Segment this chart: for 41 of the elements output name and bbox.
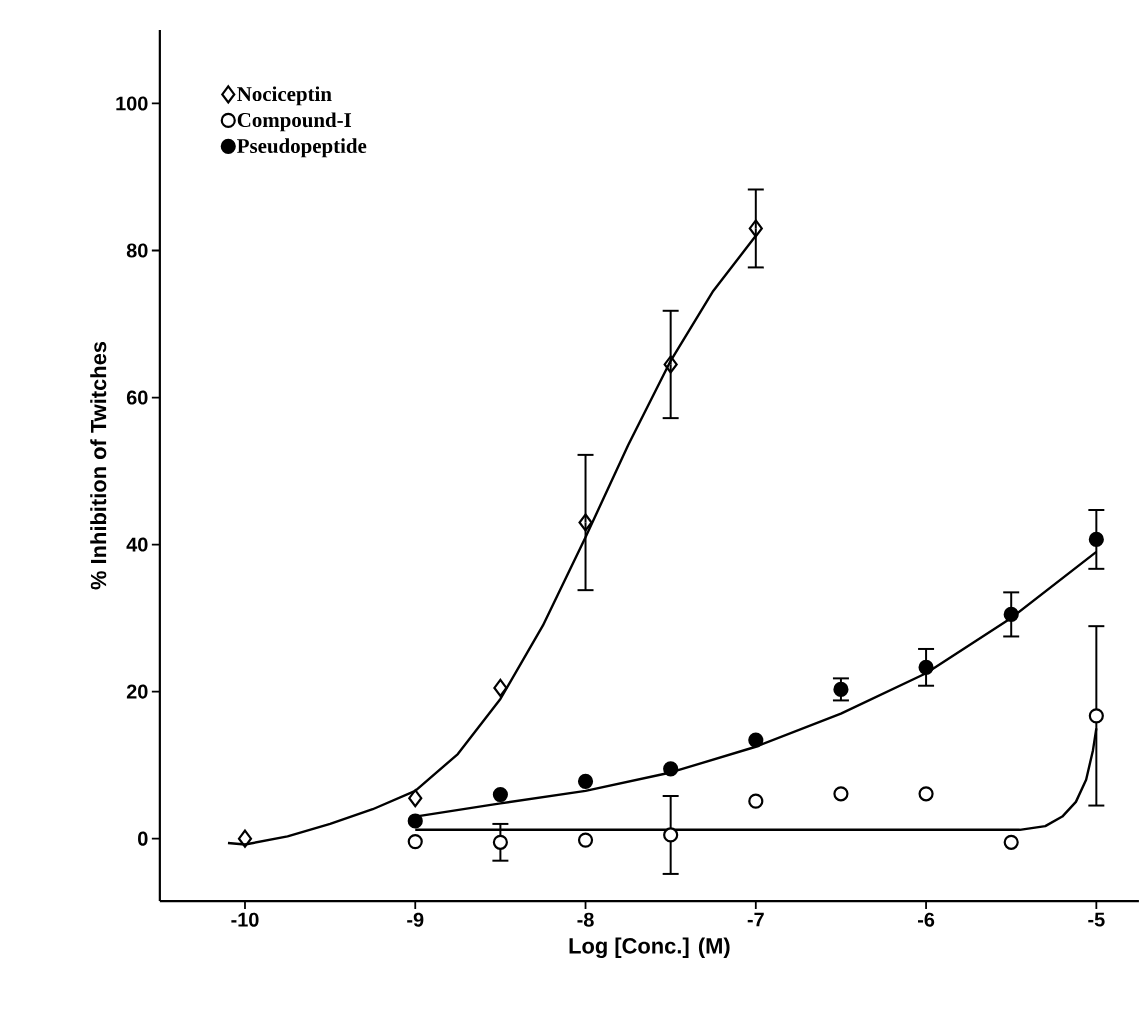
x-tick-label: -7	[747, 912, 764, 927]
point	[748, 219, 763, 238]
point	[748, 793, 764, 809]
y-tick-label: 100	[116, 96, 148, 111]
legend-label: Pseudopeptide	[237, 138, 367, 158]
legend-label: Nociceptin	[237, 86, 332, 106]
x-tick-label: -8	[577, 912, 594, 927]
point	[408, 789, 423, 808]
point	[918, 786, 934, 802]
x-axis-title: Log [Conc.] (M)	[569, 937, 730, 959]
point	[833, 681, 849, 697]
point	[407, 833, 423, 850]
point	[1003, 834, 1019, 850]
y-tick-label: 40	[126, 537, 148, 552]
point	[493, 678, 508, 698]
point	[748, 732, 764, 748]
point	[407, 813, 423, 829]
point	[663, 355, 678, 374]
point	[663, 761, 679, 777]
point	[492, 834, 508, 850]
x-tick-label: -10	[231, 912, 259, 927]
point	[577, 773, 594, 789]
point	[833, 786, 849, 802]
point	[1088, 708, 1104, 724]
y-axis-title: % Inhibition of Twitches	[90, 341, 107, 590]
y-tick-label: 20	[126, 684, 148, 699]
point	[918, 659, 934, 675]
point	[577, 832, 594, 848]
point	[1088, 531, 1104, 548]
x-tick-label: -9	[407, 912, 424, 927]
point	[663, 827, 679, 843]
point	[492, 786, 508, 803]
point	[578, 513, 593, 532]
y-tick-label: 80	[126, 243, 148, 258]
y-tick-label: 60	[126, 390, 148, 405]
point	[1003, 606, 1019, 622]
legend-label: Compound-I	[237, 112, 352, 132]
x-tick-label: -6	[918, 912, 935, 927]
x-tick-label: -5	[1088, 912, 1105, 927]
y-tick-label: 0	[138, 831, 148, 846]
point	[237, 829, 253, 848]
